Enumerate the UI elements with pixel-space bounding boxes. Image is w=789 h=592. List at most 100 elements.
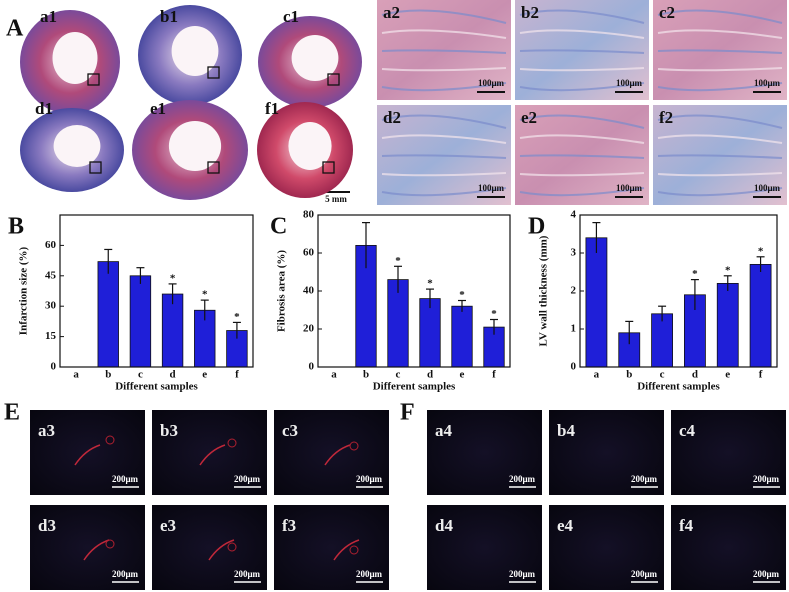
fiber: [519, 134, 645, 144]
image-label: a1: [40, 7, 57, 26]
y-tick-label: 4: [571, 209, 577, 221]
x-tick-label: c: [396, 369, 401, 381]
image-label: d3: [38, 516, 56, 535]
image-label: d2: [383, 108, 401, 127]
vessel-signal: [349, 545, 359, 555]
scale-text: 100μm: [478, 78, 505, 88]
panel-label: F: [400, 400, 415, 426]
image-label: b1: [160, 7, 178, 26]
fiber: [519, 154, 645, 159]
x-tick-label: e: [202, 369, 207, 381]
fiber: [657, 9, 783, 24]
image-label: f2: [659, 108, 673, 127]
lumen: [52, 32, 98, 84]
vessel-signal: [199, 444, 226, 466]
vessel-signal: [105, 435, 115, 445]
fiber: [657, 82, 783, 92]
scale-text: 200μm: [509, 569, 536, 579]
scale-text: 200μm: [234, 474, 261, 484]
lumen: [171, 26, 219, 76]
y-tick-label: 15: [45, 330, 57, 342]
roi-box: [207, 66, 220, 79]
lumen: [288, 122, 332, 170]
bar: [651, 313, 673, 368]
fiber: [519, 172, 645, 177]
image-label: f1: [265, 99, 279, 118]
vessel-signal: [333, 539, 360, 561]
bar: [749, 263, 772, 368]
significance-marker: *: [427, 278, 433, 290]
vessel-signal: [208, 539, 235, 561]
significance-marker: *: [202, 289, 208, 301]
image-label: a2: [383, 3, 400, 22]
scale-text: 100μm: [754, 183, 781, 193]
vessel-signal: [324, 444, 351, 466]
y-tick-label: 0: [309, 361, 315, 373]
fluorescence-image: [274, 505, 389, 590]
bar: [716, 282, 739, 368]
y-tick-label: 1: [571, 323, 577, 335]
fiber: [519, 29, 645, 39]
fiber: [381, 67, 507, 72]
fluorescence-image: [427, 505, 542, 590]
x-tick-label: a: [331, 369, 337, 381]
image-label: c3: [282, 421, 298, 440]
fiber: [381, 114, 507, 129]
image-label: a4: [435, 421, 453, 440]
panel-label: E: [4, 400, 20, 426]
x-tick-label: b: [363, 369, 369, 381]
x-tick-label: c: [660, 369, 665, 381]
fiber: [657, 154, 783, 159]
vessel-signal: [227, 542, 237, 552]
y-tick-label: 80: [303, 209, 315, 221]
fiber: [381, 82, 507, 92]
image-label: a3: [38, 421, 55, 440]
x-tick-label: d: [427, 369, 433, 381]
scale-text: 100μm: [616, 78, 643, 88]
fluorescence-image: [30, 505, 145, 590]
roi-box: [87, 73, 100, 86]
scale-text: 100μm: [478, 183, 505, 193]
roi-box: [207, 161, 220, 174]
fluorescence-image: [549, 505, 664, 590]
significance-marker: *: [459, 289, 465, 301]
y-axis-label: Infarction size (%): [18, 246, 30, 335]
fiber: [657, 172, 783, 177]
fiber: [519, 114, 645, 129]
significance-marker: *: [395, 255, 401, 267]
fluorescence-image: [549, 410, 664, 495]
lumen: [291, 35, 339, 81]
image-label: e4: [557, 516, 574, 535]
vessel-signal: [105, 539, 115, 549]
scale-text: 200μm: [509, 474, 536, 484]
x-tick-label: c: [138, 369, 143, 381]
scale-text: 200μm: [753, 474, 780, 484]
axes-frame: [579, 214, 778, 368]
significance-marker: *: [491, 308, 497, 320]
y-tick-label: 0: [571, 361, 577, 373]
image-label: c2: [659, 3, 675, 22]
image-label: f3: [282, 516, 296, 535]
x-tick-label: e: [725, 369, 730, 381]
bar: [129, 275, 152, 368]
axes-frame: [317, 214, 511, 368]
y-tick-label: 60: [45, 239, 57, 251]
image-label: e1: [150, 99, 166, 118]
y-tick-label: 2: [571, 285, 577, 297]
significance-marker: *: [170, 272, 176, 284]
y-axis-label: Fibrosis area (%): [276, 250, 288, 332]
scale-text: 200μm: [356, 569, 383, 579]
bar: [585, 237, 608, 368]
scale-text: 200μm: [631, 474, 658, 484]
fiber: [657, 114, 783, 129]
image-label: b4: [557, 421, 575, 440]
fiber: [381, 172, 507, 177]
lumen: [168, 121, 222, 171]
fluorescence-image: [30, 410, 145, 495]
panel-label: D: [528, 214, 545, 240]
roi-box: [89, 161, 102, 174]
x-tick-label: b: [105, 369, 111, 381]
y-tick-label: 0: [51, 361, 57, 373]
vessel-signal: [227, 438, 237, 448]
image-label: e2: [521, 108, 537, 127]
